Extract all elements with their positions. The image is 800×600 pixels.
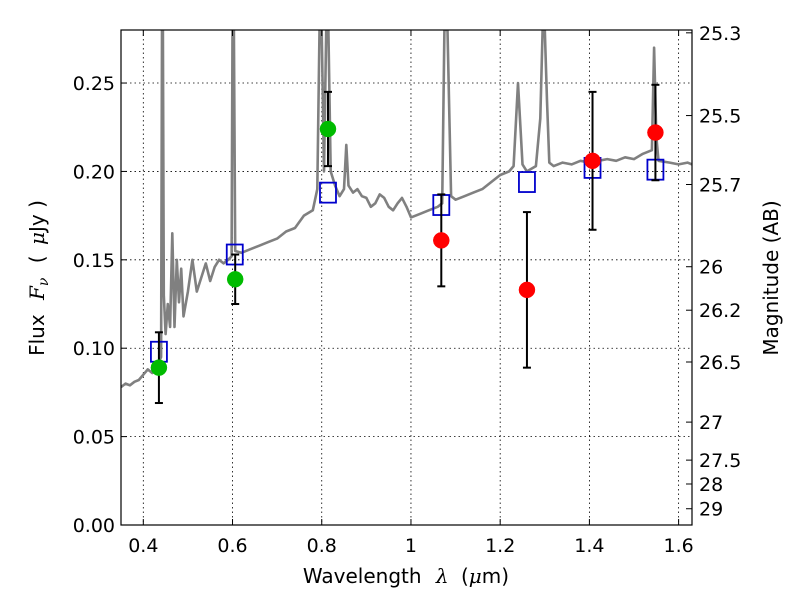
observed-point — [518, 281, 536, 299]
y-axis-label: Flux Fν ( μJy ) — [25, 200, 53, 356]
x-axis-label: Wavelength λ (μm) — [303, 564, 509, 588]
x-tick-label: 0.4 — [128, 535, 158, 557]
observed-point — [433, 232, 450, 249]
y-tick-label: 0.25 — [73, 73, 115, 95]
x-tick-label: 1.4 — [574, 535, 604, 557]
observed-point — [584, 152, 601, 170]
x-axis-label-units-mu: μ — [469, 564, 482, 588]
y2-tick-label: 29 — [699, 499, 723, 521]
y-axis-label-symbol: F — [25, 285, 49, 301]
x-tick-label: 0.6 — [217, 535, 247, 557]
y-axis-label-subscript: ν — [36, 277, 52, 286]
y-tick-label: 0.10 — [73, 338, 115, 360]
y2-tick-label: 26 — [699, 257, 723, 279]
y2-tick-label: 26.2 — [699, 300, 741, 322]
observed-point — [319, 120, 337, 138]
x-axis-label-units-rest: m) — [482, 564, 509, 588]
y-axis-label-units-mu: μ — [25, 232, 49, 245]
y2-tick-label: 25.3 — [699, 23, 741, 45]
plot-background — [121, 30, 692, 525]
spectrum-line — [121, 30, 692, 389]
y-axis-label-units-rest: Jy ) — [25, 200, 49, 234]
y-tick-label: 0.00 — [73, 515, 115, 537]
x-axis-label-prefix: Wavelength — [303, 564, 422, 588]
observed-point — [150, 359, 168, 376]
y-tick-label: 0.05 — [73, 427, 115, 449]
x-tick-label: 1 — [405, 535, 417, 557]
y2-axis-label: Magnitude (AB) — [759, 200, 783, 355]
observed-point — [226, 271, 244, 288]
x-tick-label: 1.2 — [485, 535, 515, 557]
y2-tick-label: 27.5 — [699, 450, 741, 472]
y2-tick-label: 28 — [699, 474, 723, 496]
axis-ticks: 0.4 0.6 0.8 1 1.2 1.4 1.6 0.00 0.05 0.10 0.15 0.20 0… — [73, 23, 742, 557]
y-axis-label-units-open: ( — [25, 255, 49, 263]
x-tick-label: 0.8 — [307, 535, 337, 557]
model-photometry-square — [319, 181, 337, 204]
plot-frame — [120, 29, 693, 526]
x-axis-label-symbol: λ — [435, 564, 449, 588]
y-tick-label: 0.20 — [73, 161, 115, 183]
y2-tick-label: 25.7 — [699, 175, 741, 197]
plot-area — [121, 30, 692, 405]
x-axis-label-units-open: ( — [461, 564, 469, 588]
y-axis-label-prefix: Flux — [25, 314, 49, 356]
x-tick-label: 1.6 — [664, 535, 694, 557]
model-photometry-square — [518, 171, 536, 193]
observed-point — [647, 124, 664, 141]
y2-tick-label: 26.5 — [699, 352, 741, 374]
y2-tick-label: 27 — [699, 412, 723, 434]
y2-tick-label: 25.5 — [699, 106, 741, 128]
y-tick-label: 0.15 — [73, 250, 115, 272]
